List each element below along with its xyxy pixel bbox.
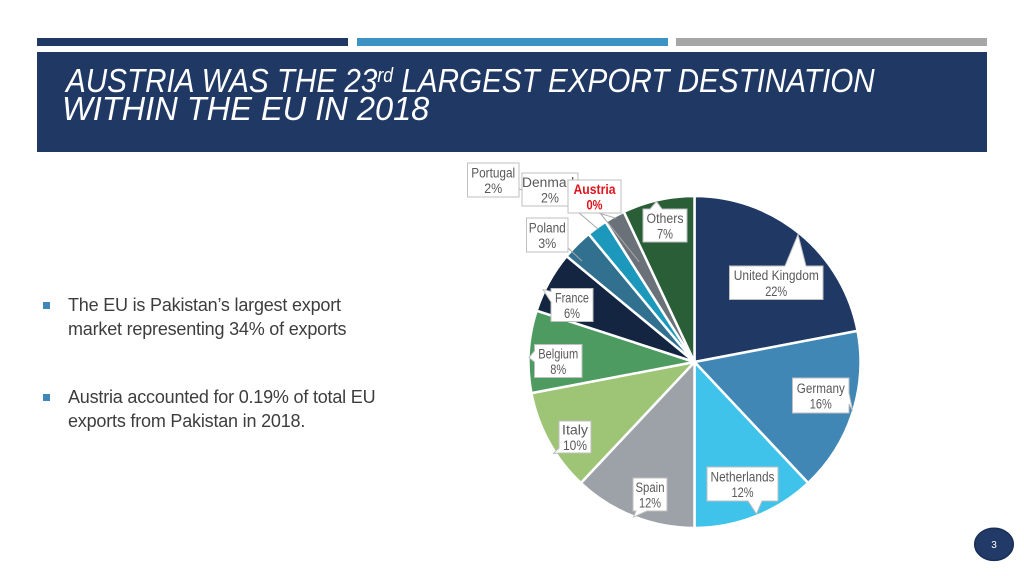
- svg-text:Portugal: Portugal: [471, 166, 515, 181]
- svg-text:0%: 0%: [587, 198, 603, 213]
- svg-text:22%: 22%: [765, 284, 787, 299]
- svg-text:2%: 2%: [484, 181, 502, 196]
- svg-text:Denmark: Denmark: [522, 175, 578, 190]
- svg-text:Belgium: Belgium: [538, 347, 578, 362]
- svg-text:Germany: Germany: [797, 381, 845, 396]
- svg-text:United Kingdom: United Kingdom: [734, 268, 819, 283]
- svg-text:Others: Others: [647, 211, 684, 226]
- svg-text:Austria: Austria: [574, 182, 616, 197]
- svg-text:8%: 8%: [550, 362, 566, 377]
- svg-text:16%: 16%: [810, 397, 832, 412]
- svg-text:6%: 6%: [564, 306, 580, 321]
- svg-text:Italy: Italy: [562, 423, 588, 438]
- svg-text:10%: 10%: [563, 438, 587, 453]
- svg-text:2%: 2%: [541, 191, 559, 206]
- svg-text:12%: 12%: [732, 485, 754, 500]
- svg-text:France: France: [555, 291, 589, 306]
- svg-text:7%: 7%: [657, 227, 673, 242]
- svg-text:Poland: Poland: [529, 221, 566, 236]
- svg-text:Spain: Spain: [636, 480, 665, 495]
- svg-text:12%: 12%: [639, 496, 661, 511]
- svg-text:3%: 3%: [538, 236, 556, 251]
- svg-text:3: 3: [991, 540, 997, 551]
- svg-text:Netherlands: Netherlands: [711, 470, 775, 485]
